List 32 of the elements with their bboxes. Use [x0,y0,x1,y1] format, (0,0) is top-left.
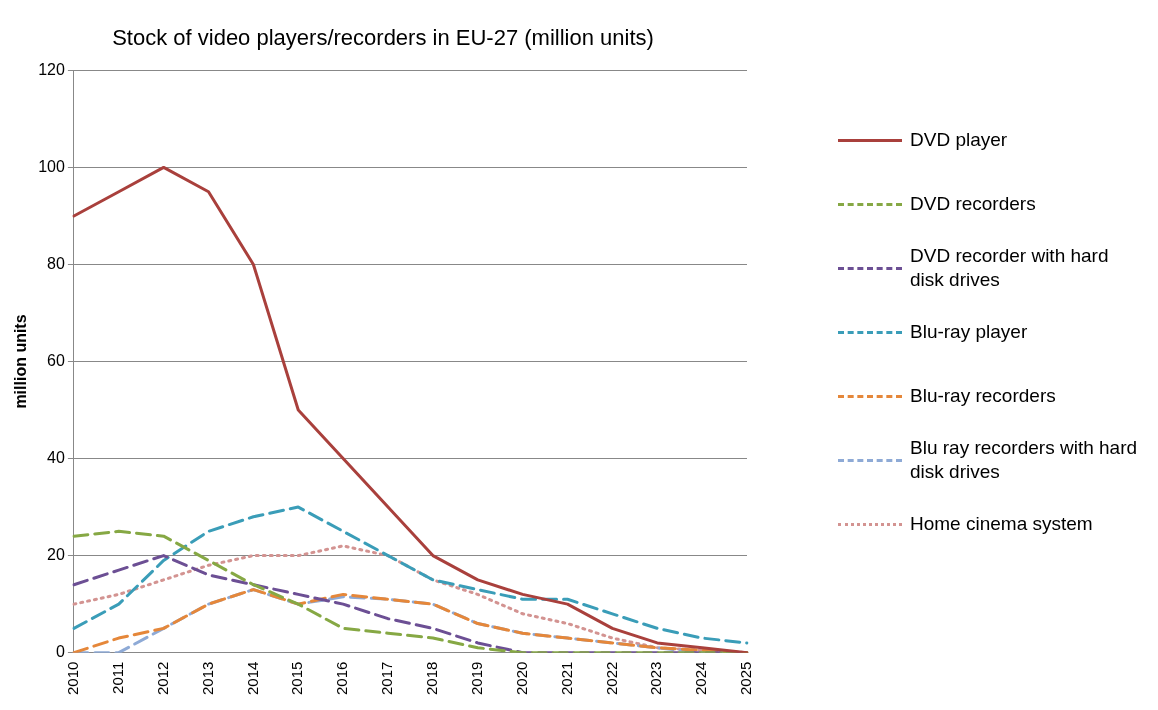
x-tick-label: 2016 [333,661,351,696]
x-tick-label: 2014 [243,661,261,696]
x-tick-label: 2015 [288,661,306,696]
x-tick-label: 2019 [467,661,485,696]
legend-label: Blu ray recorders with hard disk drives [910,436,1139,484]
x-tick-label: 2024 [692,661,710,696]
x-tick-label: 2022 [602,661,620,696]
y-tick-label: 40 [47,448,65,466]
legend-label: DVD player [910,128,1009,152]
legend-label: DVD recorders [910,192,1037,216]
legend-label: Blu-ray recorders [910,384,1057,408]
legend-label: DVD recorder with hard disk drives [910,244,1110,292]
y-tick-label: 120 [38,60,65,78]
y-tick-label: 60 [47,351,65,369]
chart-title: Stock of video players/recorders in EU-27 (million units) [112,25,654,51]
x-tick-label: 2017 [378,661,396,696]
x-tick-label: 2020 [512,661,530,696]
legend-label: Home cinema system [910,512,1094,536]
y-tick-label: 100 [38,157,65,175]
y-axis-title: million units [12,314,30,409]
x-tick-label: 2011 [108,661,126,694]
y-tick-label: 20 [47,546,65,563]
x-tick-label: 2010 [64,661,82,696]
x-tick-label: 2021 [557,661,575,696]
legend-label: Blu-ray player [910,320,1029,344]
x-tick-label: 2012 [153,661,171,696]
y-tick-label: 80 [47,254,65,272]
x-tick-label: 2025 [737,661,755,696]
x-tick-label: 2023 [647,661,665,696]
x-tick-label: 2018 [423,661,441,696]
y-tick-label: 0 [55,643,65,661]
x-tick-label: 2013 [198,661,216,696]
